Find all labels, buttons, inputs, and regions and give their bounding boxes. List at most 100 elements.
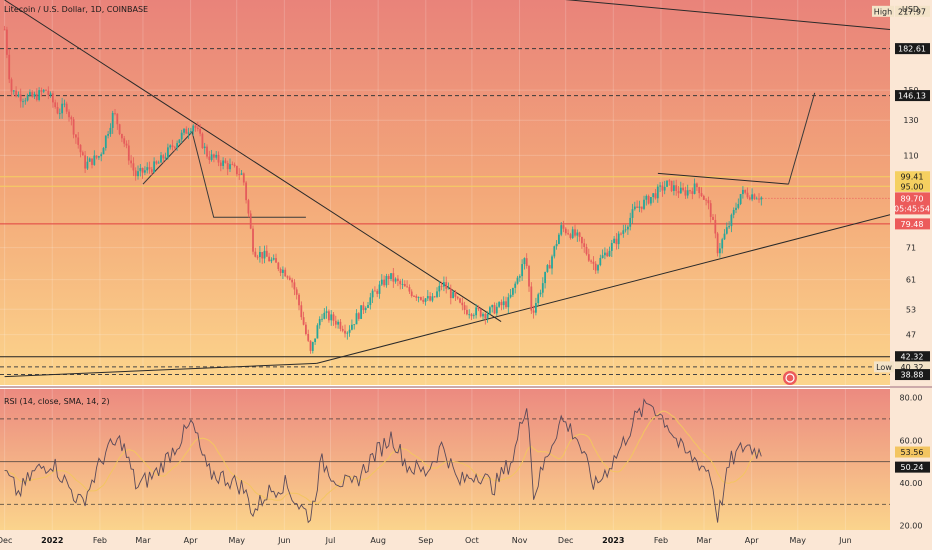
candle-body[interactable] (516, 277, 519, 284)
candle-body[interactable] (495, 306, 498, 314)
candle-body[interactable] (541, 283, 544, 293)
candle-body[interactable] (125, 143, 128, 146)
candle-body[interactable] (486, 313, 489, 319)
candle-body[interactable] (362, 305, 365, 311)
candle-body[interactable] (587, 254, 590, 261)
candle-body[interactable] (360, 305, 363, 319)
candle-body[interactable] (383, 279, 386, 286)
candle-body[interactable] (675, 185, 678, 191)
candle-body[interactable] (24, 100, 27, 102)
candle-body[interactable] (180, 132, 183, 140)
candle-body[interactable] (728, 226, 731, 228)
candle-body[interactable] (12, 90, 15, 92)
candle-body[interactable] (56, 107, 59, 114)
candle-body[interactable] (256, 256, 259, 258)
candle-body[interactable] (693, 183, 696, 194)
candle-body[interactable] (654, 193, 657, 199)
candle-body[interactable] (682, 187, 685, 191)
candle-body[interactable] (433, 296, 436, 298)
candle-body[interactable] (645, 195, 648, 200)
candle-body[interactable] (509, 294, 512, 298)
candle-body[interactable] (75, 134, 77, 138)
candle-body[interactable] (585, 246, 588, 255)
candle-body[interactable] (656, 186, 659, 199)
candle-body[interactable] (364, 307, 367, 311)
candle-body[interactable] (176, 143, 179, 148)
candle-body[interactable] (63, 103, 66, 105)
candle-body[interactable] (371, 290, 374, 298)
candle-body[interactable] (737, 204, 740, 208)
candle-body[interactable] (31, 92, 34, 97)
candle-body[interactable] (334, 320, 337, 325)
candle-body[interactable] (482, 313, 484, 317)
candle-body[interactable] (735, 207, 737, 210)
candle-body[interactable] (93, 155, 96, 165)
candle-body[interactable] (206, 146, 208, 157)
candle-body[interactable] (705, 199, 708, 201)
candle-body[interactable] (160, 155, 162, 163)
candle-body[interactable] (130, 160, 133, 164)
candle-body[interactable] (302, 317, 305, 325)
candle-body[interactable] (725, 227, 728, 234)
rsi-sma-line[interactable] (4, 410, 762, 505)
candle-body[interactable] (721, 239, 724, 249)
candle-body[interactable] (581, 236, 583, 244)
candle-body[interactable] (29, 92, 31, 96)
candle-body[interactable] (760, 197, 763, 200)
candle-body[interactable] (546, 265, 549, 272)
candle-body[interactable] (291, 279, 294, 283)
trendline[interactable] (426, 0, 891, 30)
candle-body[interactable] (330, 314, 333, 321)
candle-body[interactable] (58, 113, 61, 115)
candle-body[interactable] (410, 291, 413, 297)
candle-body[interactable] (217, 154, 220, 163)
candle-body[interactable] (686, 190, 689, 196)
candle-body[interactable] (54, 102, 57, 108)
candle-body[interactable] (263, 250, 266, 259)
candle-body[interactable] (265, 250, 268, 257)
candle-body[interactable] (190, 131, 192, 133)
candle-body[interactable] (666, 180, 668, 187)
candle-body[interactable] (153, 161, 156, 173)
candle-body[interactable] (279, 269, 282, 273)
candle-body[interactable] (518, 276, 521, 278)
candle-body[interactable] (137, 171, 139, 177)
candle-body[interactable] (233, 164, 236, 166)
candle-body[interactable] (394, 278, 397, 282)
candle-body[interactable] (277, 262, 280, 270)
rsi-label[interactable]: RSI (14, close, SMA, 14, 2) (4, 397, 110, 406)
candle-body[interactable] (346, 332, 349, 334)
candle-body[interactable] (288, 277, 291, 280)
candle-body[interactable] (746, 192, 749, 198)
candle-body[interactable] (679, 187, 682, 194)
candle-body[interactable] (164, 157, 167, 159)
candle-body[interactable] (670, 180, 673, 191)
candle-body[interactable] (104, 135, 107, 149)
candle-body[interactable] (369, 297, 372, 306)
candle-body[interactable] (530, 286, 533, 311)
candle-body[interactable] (91, 158, 93, 165)
candle-body[interactable] (523, 258, 526, 265)
candle-body[interactable] (732, 209, 735, 215)
candle-body[interactable] (378, 284, 381, 294)
candle-body[interactable] (242, 173, 245, 183)
candle-body[interactable] (661, 185, 664, 191)
candle-body[interactable] (167, 147, 169, 158)
candle-body[interactable] (6, 29, 8, 55)
candle-body[interactable] (337, 321, 340, 325)
candle-body[interactable] (70, 117, 73, 120)
candle-body[interactable] (748, 197, 751, 200)
candle-body[interactable] (298, 294, 300, 306)
candle-body[interactable] (323, 312, 326, 319)
candle-body[interactable] (169, 145, 172, 148)
candle-body[interactable] (259, 251, 261, 258)
candle-body[interactable] (49, 93, 52, 95)
candle-body[interactable] (210, 154, 213, 160)
candle-body[interactable] (525, 258, 528, 267)
candle-body[interactable] (753, 194, 756, 200)
candle-body[interactable] (26, 95, 29, 101)
candle-body[interactable] (236, 165, 238, 175)
candle-body[interactable] (472, 315, 475, 317)
candle-body[interactable] (574, 229, 576, 236)
